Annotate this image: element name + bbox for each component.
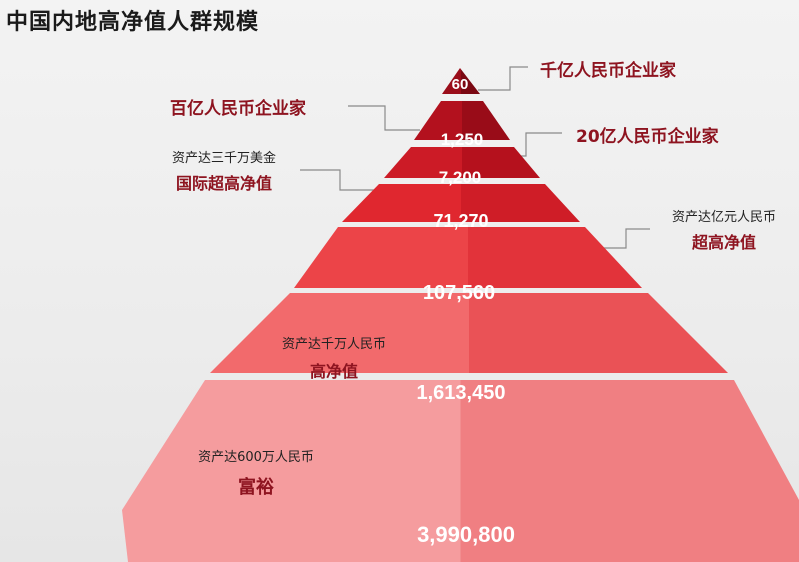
group-qianwan: 资产达千万人民币 高净值	[266, 333, 402, 382]
group-liubaiwan: 资产达600万人民币 富裕	[182, 446, 330, 499]
connector-yiyuan	[586, 228, 650, 249]
tier-4-value: 71,270	[433, 211, 488, 231]
label-yiyuan-desc: 资产达亿元人民币	[671, 210, 776, 225]
label-qianyi: 千亿人民币企业家	[540, 61, 676, 81]
label-yiyuan-title: 超高净值	[691, 233, 756, 252]
tier-7-value: 3,990,800	[417, 522, 515, 547]
page-title: 中国内地高净值人群规模	[6, 10, 260, 35]
label-qianwan-title: 高净值	[309, 362, 358, 381]
tier-5-value: 107,560	[423, 282, 495, 304]
connector-baiyi	[348, 105, 420, 131]
group-yiyuan: 资产达亿元人民币 超高净值	[660, 206, 788, 253]
connector-sanqianwan	[300, 169, 377, 191]
label-qianwan-desc: 资产达千万人民币	[281, 337, 386, 352]
label-baiyi: 百亿人民币企业家	[170, 99, 306, 119]
label-liubaiwan-title: 富裕	[238, 477, 274, 498]
tier-1-value: 60	[452, 76, 469, 93]
label-liubaiwan-desc: 资产达600万人民币	[198, 450, 314, 465]
tier-4	[342, 184, 580, 222]
label-sanqianwan-desc: 资产达三千万美金	[171, 151, 276, 166]
tier-6-value: 1,613,450	[417, 382, 506, 404]
tier-3-value: 7,200	[439, 168, 482, 187]
group-sanqianwan: 资产达三千万美金 国际超高净值	[160, 147, 288, 194]
tier-3	[384, 147, 540, 178]
tier-1	[442, 68, 480, 94]
label-sanqianwan-title: 国际超高净值	[175, 174, 272, 193]
label-ershiyi: 20亿人民币企业家	[576, 127, 719, 147]
tier-2	[414, 101, 510, 140]
tier-5	[294, 227, 642, 288]
tier-6	[210, 293, 728, 373]
tier-7	[122, 380, 799, 562]
connector-qianyi	[478, 66, 528, 91]
tier-2-value: 1,250	[441, 130, 484, 149]
